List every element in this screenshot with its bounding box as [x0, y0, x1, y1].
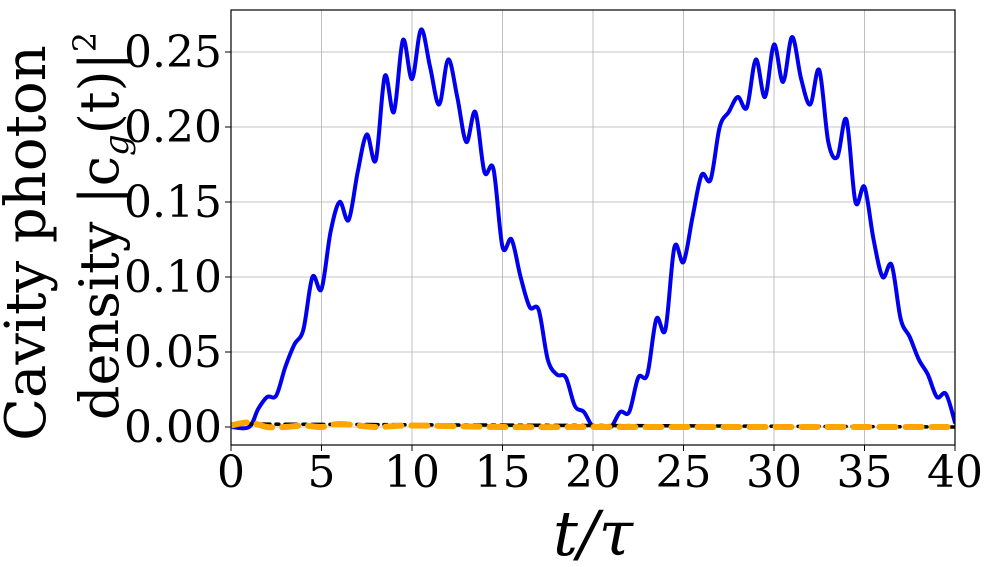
series-layer — [231, 27, 955, 431]
y-tick-label: 0.25 — [124, 27, 222, 78]
y-axis-label-sup: 2 — [66, 32, 104, 52]
y-axis-label-line2: density |cg(t)|2 — [66, 32, 137, 420]
x-tick-label: 15 — [475, 447, 531, 498]
y-axis-label-line1: Cavity photon — [0, 45, 59, 441]
series-line-3 — [231, 419, 955, 431]
y-axis-label-sub: g — [97, 134, 137, 156]
x-tick-label: 5 — [308, 447, 336, 498]
y-axis-label-tail: (t)| — [68, 52, 131, 134]
y-tick-label: 0.20 — [124, 102, 222, 153]
x-tick-label: 0 — [217, 447, 245, 498]
y-tick-label: 0.00 — [124, 402, 222, 453]
y-tick-label: 0.15 — [124, 177, 222, 228]
x-tick-label: 40 — [927, 447, 983, 498]
x-axis-label: t/τ — [553, 497, 635, 567]
x-tick-label: 35 — [837, 447, 893, 498]
x-tick-label: 30 — [746, 447, 802, 498]
ticks: 0 5 10 15 20 25 30 35 40 0.00 0.05 0.10 0.15 0.20 0.25 — [124, 27, 983, 498]
y-tick-label: 0.10 — [124, 252, 222, 303]
y-tick-label: 0.05 — [124, 327, 222, 378]
x-tick-label: 10 — [384, 447, 440, 498]
x-tick-label: 20 — [565, 447, 621, 498]
x-tick-label: 25 — [656, 447, 712, 498]
y-axis-label-main: density |c — [68, 156, 131, 420]
